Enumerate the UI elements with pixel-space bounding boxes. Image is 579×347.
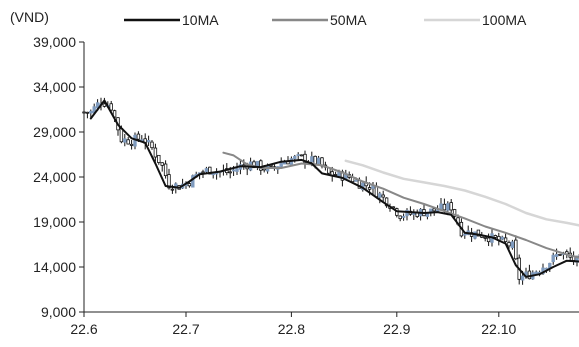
candle-body bbox=[316, 157, 321, 164]
y-tick-label: 39,000 bbox=[33, 34, 76, 50]
candle-body bbox=[235, 168, 239, 172]
y-tick-label: 29,000 bbox=[33, 124, 76, 140]
candle-body bbox=[493, 235, 498, 238]
candle-body bbox=[313, 155, 317, 165]
x-axis: 22.622.722.822.922.1022.11 bbox=[70, 311, 579, 337]
candle-body bbox=[146, 139, 151, 143]
candle-body bbox=[442, 203, 447, 211]
candle-body bbox=[109, 103, 113, 111]
candle-body bbox=[157, 154, 161, 163]
candle-body bbox=[405, 209, 409, 217]
candle-body bbox=[439, 203, 443, 210]
candle-body bbox=[514, 239, 518, 260]
candle-body bbox=[381, 194, 385, 198]
candle-body bbox=[126, 139, 130, 145]
candle-body bbox=[296, 154, 300, 156]
candle-body bbox=[191, 175, 195, 188]
y-tick-label: 14,000 bbox=[33, 259, 76, 275]
candle-body bbox=[554, 253, 559, 257]
candle-body bbox=[551, 254, 555, 263]
y-axis-unit-label: (VND) bbox=[10, 9, 49, 25]
y-tick-label: 19,000 bbox=[33, 214, 76, 230]
candle-body bbox=[500, 236, 504, 240]
candle-body bbox=[503, 237, 508, 242]
candle-body bbox=[160, 162, 164, 166]
candle-body bbox=[136, 133, 141, 140]
candle-body bbox=[187, 183, 192, 187]
candle-body bbox=[483, 236, 487, 239]
candle-body bbox=[507, 242, 511, 247]
candle-body bbox=[123, 138, 127, 143]
candle-body bbox=[228, 171, 232, 174]
candle-body bbox=[163, 163, 168, 177]
candle-body bbox=[378, 193, 382, 198]
legend-label-100ma: 100MA bbox=[482, 12, 527, 28]
candle-body bbox=[208, 166, 212, 175]
candle-body bbox=[201, 171, 205, 174]
candle-body bbox=[204, 168, 209, 172]
candle-body bbox=[367, 187, 372, 190]
candle-body bbox=[435, 209, 440, 212]
candle-body bbox=[520, 275, 525, 281]
candle-body bbox=[527, 270, 532, 280]
candle-body bbox=[374, 185, 379, 198]
y-axis: 39,000 34,000 29,000 24,000 19,000 14,000 9,00… bbox=[33, 34, 85, 320]
x-tick-label: 22.6 bbox=[70, 321, 97, 337]
candlesticks bbox=[82, 97, 579, 285]
candle-body bbox=[534, 271, 538, 275]
candle-body bbox=[452, 209, 457, 217]
candle-body bbox=[398, 215, 402, 220]
candle-body bbox=[231, 169, 236, 172]
candle-body bbox=[170, 188, 175, 191]
candle-body bbox=[401, 215, 406, 218]
x-tick-label: 22.7 bbox=[172, 321, 199, 337]
candle-body bbox=[129, 143, 134, 146]
moving-average-lines bbox=[89, 99, 579, 278]
candle-body bbox=[524, 271, 528, 276]
ma50-line bbox=[222, 151, 579, 259]
candle-body bbox=[102, 103, 107, 107]
legend: 10MA 50MA 100MA bbox=[124, 12, 527, 28]
x-tick-label: 22.9 bbox=[383, 321, 410, 337]
legend-label-50ma: 50MA bbox=[330, 12, 367, 28]
candle-body bbox=[282, 161, 287, 165]
y-tick-label: 9,000 bbox=[41, 304, 76, 320]
ma100-line bbox=[344, 159, 579, 227]
candle-body bbox=[446, 203, 450, 211]
y-tick-label: 34,000 bbox=[33, 79, 76, 95]
candle-body bbox=[167, 174, 171, 189]
candle-body bbox=[432, 208, 436, 212]
candle-body bbox=[544, 267, 549, 270]
candle-body bbox=[510, 241, 515, 249]
candle-body bbox=[354, 179, 358, 182]
x-tick-label: 22.10 bbox=[481, 321, 516, 337]
candle-body bbox=[150, 141, 154, 149]
candle-body bbox=[259, 160, 263, 171]
candle-body bbox=[558, 253, 562, 256]
candle-body bbox=[299, 154, 304, 157]
y-tick-label: 24,000 bbox=[33, 169, 76, 185]
candle-body bbox=[463, 233, 467, 236]
candle-body bbox=[293, 155, 297, 160]
candle-body bbox=[303, 153, 307, 164]
candle-body bbox=[279, 162, 283, 167]
candle-body bbox=[310, 156, 314, 163]
candle-body bbox=[211, 173, 215, 176]
ma10-line bbox=[89, 99, 579, 278]
candle-body bbox=[449, 202, 453, 211]
x-tick-label: 22.8 bbox=[278, 321, 305, 337]
candle-body bbox=[486, 237, 491, 243]
legend-label-10ma: 10MA bbox=[182, 12, 219, 28]
candle-body bbox=[384, 197, 389, 207]
candle-body bbox=[82, 111, 86, 114]
candle-body bbox=[85, 111, 90, 114]
candle-body bbox=[476, 229, 481, 237]
candle-body bbox=[153, 147, 158, 158]
candle-body bbox=[89, 110, 93, 114]
